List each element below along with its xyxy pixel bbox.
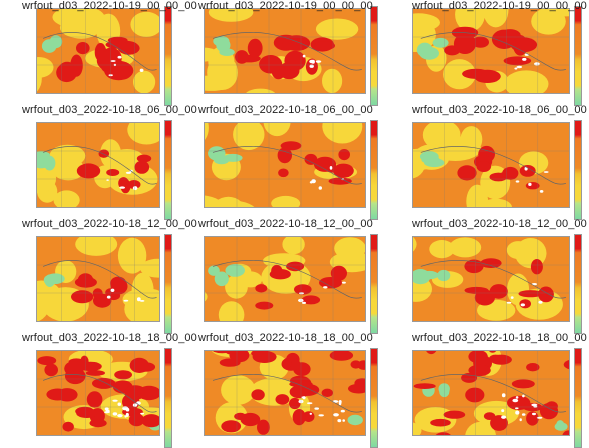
- colorbar: [164, 6, 172, 106]
- panel-caption: wrfout_d03_2022-10-18_12_00_00: [198, 218, 373, 230]
- colorbar: [574, 6, 582, 106]
- colorbar: [370, 348, 378, 448]
- panel-caption: wrfout_d03_2022-10-18_06_00_00: [22, 104, 197, 116]
- forecast-map: [412, 122, 570, 208]
- panel-caption: wrfout_d03_2022-10-18_06_00_00: [198, 104, 373, 116]
- colorbar: [370, 6, 378, 106]
- forecast-map: [412, 236, 570, 322]
- colorbar: [164, 120, 172, 220]
- colorbar: [574, 348, 582, 448]
- colorbar: [574, 234, 582, 334]
- forecast-map: [204, 236, 366, 322]
- colorbar: [370, 120, 378, 220]
- panel-caption: wrfout_d03_2022-10-19_00_00_00: [22, 0, 197, 12]
- forecast-map: [36, 8, 160, 94]
- colorbar: [164, 234, 172, 334]
- colorbar: [164, 348, 172, 448]
- forecast-map: [36, 350, 160, 436]
- forecast-map: [204, 8, 366, 94]
- forecast-map: [36, 236, 160, 322]
- panel-caption: wrfout_d03_2022-10-18_18_00_00: [412, 332, 587, 344]
- panel-caption: wrfout_d03_2022-10-18_18_00_00: [198, 332, 373, 344]
- panel-caption: wrfout_d03_2022-10-19_00_00_00: [198, 0, 373, 12]
- forecast-map: [204, 350, 366, 436]
- panel-caption: wrfout_d03_2022-10-18_12_00_00: [412, 218, 587, 230]
- forecast-map: [36, 122, 160, 208]
- forecast-map: [412, 8, 570, 94]
- colorbar: [574, 120, 582, 220]
- panel-caption: wrfout_d03_2022-10-18_06_00_00: [412, 104, 587, 116]
- panel-caption: wrfout_d03_2022-10-18_12_00_00: [22, 218, 197, 230]
- panel-caption: wrfout_d03_2022-10-19_00_00_00: [412, 0, 587, 12]
- forecast-map: [412, 350, 570, 436]
- forecast-map: [204, 122, 366, 208]
- colorbar: [370, 234, 378, 334]
- panel-caption: wrfout_d03_2022-10-18_18_00_00: [22, 332, 197, 344]
